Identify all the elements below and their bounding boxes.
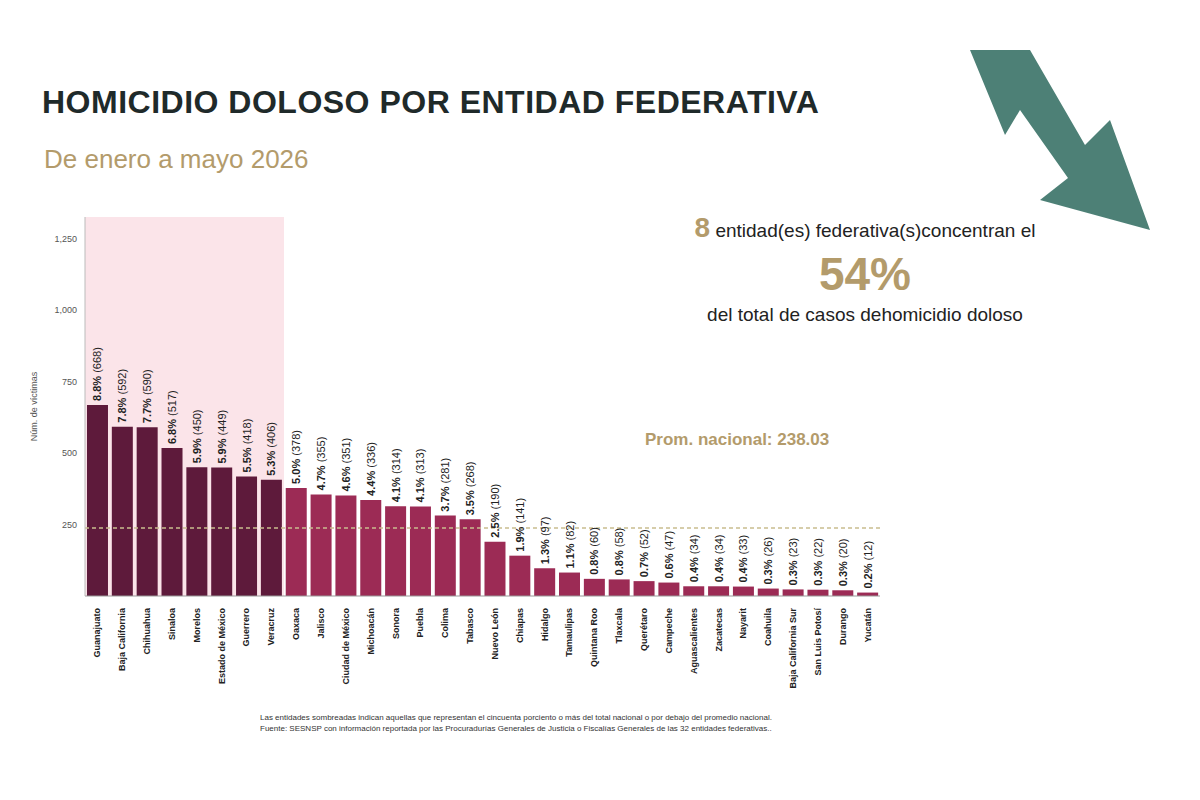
svg-text:Aguascalientes: Aguascalientes (689, 608, 699, 674)
svg-text:San Luis Potosí: San Luis Potosí (813, 608, 823, 676)
svg-text:5.9% (450): 5.9% (450) (191, 409, 203, 463)
svg-text:500: 500 (62, 448, 77, 458)
svg-text:1.3% (97): 1.3% (97) (539, 517, 551, 565)
svg-text:6.8% (517): 6.8% (517) (166, 390, 178, 444)
svg-text:0.3% (23): 0.3% (23) (787, 538, 799, 586)
svg-text:5.3% (406): 5.3% (406) (265, 422, 277, 476)
svg-text:0.6% (47): 0.6% (47) (663, 531, 675, 579)
svg-text:Puebla: Puebla (415, 607, 425, 638)
svg-text:3.7% (281): 3.7% (281) (439, 458, 451, 512)
svg-text:4.1% (314): 4.1% (314) (390, 448, 402, 502)
html-text:Fuente: SESNSP con información: Fuente: SESNSP con información reportada… (260, 724, 772, 733)
svg-text:0.4% (33): 0.4% (33) (737, 535, 749, 583)
html-text:8 entidad(es) federativa(s)con: 8 entidad(es) federativa(s)concentran el (694, 212, 1036, 243)
svg-text:0.7% (52): 0.7% (52) (638, 529, 650, 577)
svg-text:8.8% (668): 8.8% (668) (91, 347, 103, 401)
svg-text:Tamaulipas: Tamaulipas (564, 608, 574, 657)
svg-text:Tlaxcala: Tlaxcala (614, 607, 624, 644)
svg-text:Guerrero: Guerrero (241, 607, 251, 646)
svg-text:1,250: 1,250 (54, 234, 77, 244)
html-text:54%: 54% (819, 248, 911, 300)
svg-text:Michoacán: Michoacán (366, 608, 376, 655)
svg-text:5.9% (449): 5.9% (449) (216, 410, 228, 464)
svg-text:Tabasco: Tabasco (465, 608, 475, 644)
svg-text:Campeche: Campeche (664, 608, 674, 654)
svg-text:7.8% (592): 7.8% (592) (116, 369, 128, 423)
svg-text:Baja California: Baja California (117, 607, 127, 671)
svg-text:Jalisco: Jalisco (316, 608, 326, 639)
svg-text:7.7% (590): 7.7% (590) (141, 369, 153, 423)
svg-text:250: 250 (62, 520, 77, 530)
svg-text:Colima: Colima (440, 607, 450, 638)
html-text:del total de casos dehomicidio: del total de casos dehomicidio doloso (707, 304, 1023, 325)
svg-text:0.4% (34): 0.4% (34) (713, 535, 725, 583)
svg-text:Durango: Durango (838, 608, 848, 646)
svg-text:3.5% (268): 3.5% (268) (464, 462, 476, 516)
svg-text:5.5% (418): 5.5% (418) (241, 419, 253, 473)
svg-text:5.0% (378): 5.0% (378) (290, 430, 302, 484)
svg-text:Querétaro: Querétaro (639, 607, 649, 651)
svg-text:1.9% (141): 1.9% (141) (514, 498, 526, 552)
svg-text:0.3% (26): 0.3% (26) (762, 537, 774, 585)
svg-text:4.4% (336): 4.4% (336) (365, 442, 377, 496)
html-text:De enero a mayo 2026: De enero a mayo 2026 (44, 144, 309, 174)
svg-text:750: 750 (62, 377, 77, 387)
svg-text:Veracruz: Veracruz (266, 608, 276, 646)
svg-text:4.1% (313): 4.1% (313) (414, 449, 426, 503)
svg-text:Coahuila: Coahuila (763, 607, 773, 646)
svg-text:0.8% (60): 0.8% (60) (588, 527, 600, 575)
svg-text:1,000: 1,000 (54, 305, 77, 315)
html-text:Las entidades sombreadas indic: Las entidades sombreadas indican aquella… (260, 713, 772, 722)
svg-text:Núm. de víctimas: Núm. de víctimas (30, 371, 39, 441)
svg-text:Nuevo León: Nuevo León (490, 608, 500, 660)
svg-text:Zacatecas: Zacatecas (714, 608, 724, 652)
svg-text:Hidalgo: Hidalgo (540, 607, 550, 641)
svg-text:Ciudad de México: Ciudad de México (341, 608, 351, 685)
svg-text:Oaxaca: Oaxaca (291, 607, 301, 640)
svg-text:1.1% (82): 1.1% (82) (564, 521, 576, 569)
html-text:Prom. nacional: 238.03: Prom. nacional: 238.03 (645, 430, 830, 449)
svg-text:Yucatán: Yucatán (863, 608, 873, 643)
svg-text:Estado de México: Estado de México (217, 608, 227, 685)
svg-text:Morelos: Morelos (192, 608, 202, 643)
svg-text:Baja California Sur: Baja California Sur (788, 608, 798, 689)
svg-text:0.8% (58): 0.8% (58) (613, 528, 625, 576)
svg-text:Guanajuato: Guanajuato (92, 608, 102, 658)
svg-text:0.4% (34): 0.4% (34) (688, 535, 700, 583)
svg-text:2.5% (190): 2.5% (190) (489, 484, 501, 538)
svg-text:4.7% (355): 4.7% (355) (315, 437, 327, 491)
svg-text:Chiapas: Chiapas (515, 608, 525, 643)
svg-text:Quintana Roo: Quintana Roo (589, 608, 599, 667)
svg-text:Chihuahua: Chihuahua (142, 607, 152, 654)
svg-text:Sonora: Sonora (391, 607, 401, 639)
html-text:HOMICIDIO DOLOSO POR ENTIDAD F: HOMICIDIO DOLOSO POR ENTIDAD FEDERATIVA (42, 84, 820, 120)
svg-text:Sinaloa: Sinaloa (167, 607, 177, 640)
svg-text:0.3% (22): 0.3% (22) (812, 538, 824, 586)
svg-text:0.2% (12): 0.2% (12) (862, 541, 874, 589)
svg-text:4.6% (351): 4.6% (351) (340, 438, 352, 492)
svg-text:0.3% (20): 0.3% (20) (837, 539, 849, 587)
svg-text:Nayarit: Nayarit (738, 608, 748, 639)
